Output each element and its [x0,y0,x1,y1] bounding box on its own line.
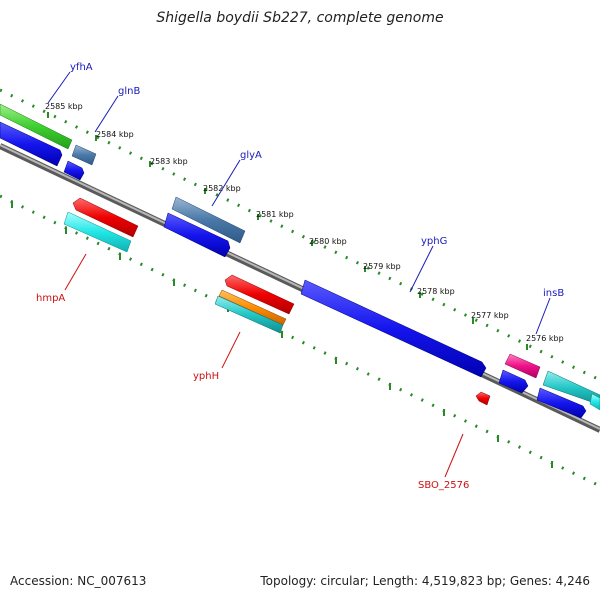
scale-label: 2579 kbp [363,262,401,271]
major-ticks-outer [47,112,528,350]
gene-feature[interactable] [63,211,132,253]
gene-label-yphG[interactable]: yphG [421,236,447,247]
reverse-genes [63,197,491,406]
gene-feature[interactable] [163,212,231,258]
gene-feature[interactable] [589,393,600,411]
major-ticks-inner [11,201,553,468]
gene-feature[interactable] [214,295,284,334]
gene-feature[interactable] [72,197,139,238]
gene-labels: yfhA glnB glyA yphG insB hmpA yphH SBO_2… [36,62,564,491]
scale-label: 2581 kbp [256,210,294,219]
map-title: Shigella boydii Sb227, complete genome [156,10,444,26]
gene-label-yfhA[interactable]: yfhA [70,62,93,73]
genome-stats-text: Topology: circular; Length: 4,519,823 bp… [260,574,590,588]
gene-feature[interactable] [224,274,295,315]
gene-label-yphH[interactable]: yphH [193,371,219,382]
scale-label: 2584 kbp [96,130,134,139]
gene-feature[interactable] [542,370,600,406]
gene-feature[interactable] [475,391,491,406]
scale-label: 2577 kbp [471,311,509,320]
gene-label-hmpA[interactable]: hmpA [36,293,65,304]
gene-feature[interactable] [536,387,587,419]
scale-label: 2580 kbp [309,237,347,246]
scale-label: 2578 kbp [417,287,455,296]
gene-label-glyA[interactable]: glyA [240,150,262,161]
scale-label: 2585 kbp [45,102,83,111]
gene-label-glnB[interactable]: glnB [118,86,140,97]
gene-label-SBO_2576[interactable]: SBO_2576 [418,480,469,491]
gene-feature[interactable] [0,103,73,150]
scale-label: 2582 kbp [203,184,241,193]
gene-feature[interactable] [504,353,541,379]
scale-label: 2583 kbp [150,157,188,166]
gene-label-insB[interactable]: insB [543,288,564,299]
gene-feature[interactable] [63,160,85,181]
scale-labels: 2585 kbp 2584 kbp 2583 kbp 2582 kbp 2581… [45,102,564,343]
gene-feature[interactable] [71,144,97,166]
gene-feature[interactable] [498,369,529,394]
accession-text: Accession: NC_007613 [10,574,147,588]
inner-tick-ring [0,194,600,488]
label-leaders [47,71,551,478]
gene-feature[interactable] [300,279,487,378]
scale-label: 2576 kbp [526,334,564,343]
forward-genes [0,103,600,419]
gene-feature[interactable] [0,121,63,167]
gene-feature[interactable] [171,196,246,244]
